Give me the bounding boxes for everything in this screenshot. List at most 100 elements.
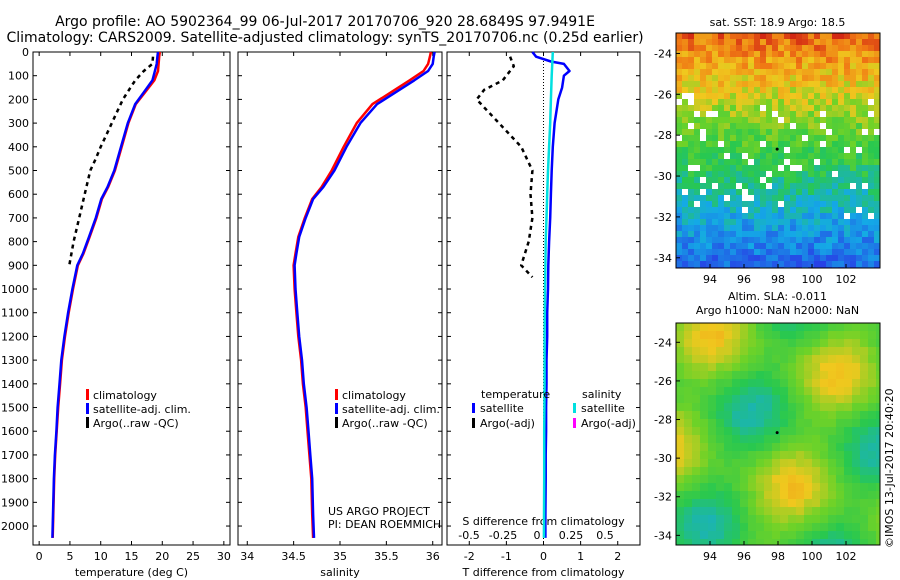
map-cell — [736, 45, 742, 51]
map-cell — [708, 331, 716, 339]
map-cell — [742, 63, 748, 69]
map-cell — [748, 387, 756, 395]
map-cell — [772, 403, 780, 411]
map-cell — [814, 165, 820, 171]
map-cell — [732, 355, 740, 363]
map-cell — [876, 499, 880, 507]
map-cell — [812, 419, 820, 427]
map-cell — [736, 231, 742, 237]
map-cell — [780, 347, 788, 355]
map-cell — [844, 387, 852, 395]
map-cell — [814, 75, 820, 81]
map-cell — [718, 195, 724, 201]
legend-swatch — [573, 403, 576, 413]
map-cell — [808, 165, 814, 171]
map-cell — [748, 153, 754, 159]
map-cell — [708, 459, 716, 467]
map-cell — [772, 467, 780, 475]
map-cell — [692, 331, 700, 339]
map-cell — [788, 347, 796, 355]
map-cell — [736, 183, 742, 189]
map-cell — [868, 135, 874, 141]
map-cell — [784, 39, 790, 45]
map-cell — [874, 93, 880, 99]
map-cell — [736, 189, 742, 195]
map-cell — [812, 499, 820, 507]
map-cell — [730, 99, 736, 105]
map-cell — [706, 189, 712, 195]
map-cell — [700, 339, 708, 347]
map-cell — [740, 323, 748, 331]
map-cell — [844, 539, 852, 545]
map-cell — [804, 475, 812, 483]
map-cell — [708, 499, 716, 507]
sla-title-2: Argo h1000: NaN h2000: NaN — [695, 304, 860, 317]
map-cell — [716, 411, 724, 419]
map-cell — [868, 33, 874, 39]
y-tick-label: 600 — [8, 188, 29, 201]
map-cell — [760, 249, 766, 255]
map-cell — [796, 323, 804, 331]
map-cell — [732, 323, 740, 331]
map-cell — [820, 403, 828, 411]
map-cell — [868, 159, 874, 165]
map-cell — [844, 195, 850, 201]
map-cell — [772, 195, 778, 201]
map-cell — [760, 123, 766, 129]
map-cell — [766, 57, 772, 63]
map-cell — [708, 467, 716, 475]
map-cell — [694, 135, 700, 141]
map-cell — [724, 483, 732, 491]
map-cell — [700, 531, 708, 539]
map-cell — [790, 183, 796, 189]
lon-tick-label: 94 — [703, 273, 717, 286]
map-cell — [826, 135, 832, 141]
legend-label: satellite — [480, 402, 524, 415]
map-cell — [772, 411, 780, 419]
map-cell — [748, 81, 754, 87]
map-cell — [850, 105, 856, 111]
map-cell — [796, 213, 802, 219]
map-cell — [724, 539, 732, 545]
map-cell — [844, 411, 852, 419]
map-cell — [706, 147, 712, 153]
map-cell — [716, 371, 724, 379]
map-cell — [772, 507, 780, 515]
map-cell — [692, 395, 700, 403]
map-cell — [828, 499, 836, 507]
map-cell — [694, 105, 700, 111]
map-cell — [862, 135, 868, 141]
map-cell — [706, 237, 712, 243]
map-cell — [832, 69, 838, 75]
map-cell — [766, 243, 772, 249]
map-cell — [778, 213, 784, 219]
map-cell — [684, 323, 692, 331]
map-cell — [836, 475, 844, 483]
map-cell — [796, 539, 804, 545]
map-cell — [688, 219, 694, 225]
map-cell — [844, 339, 852, 347]
map-cell — [850, 195, 856, 201]
map-cell — [684, 491, 692, 499]
map-cell — [724, 395, 732, 403]
map-cell — [748, 207, 754, 213]
map-cell — [812, 331, 820, 339]
map-cell — [756, 531, 764, 539]
map-cell — [718, 99, 724, 105]
map-cell — [844, 323, 852, 331]
map-cell — [874, 57, 880, 63]
map-cell — [688, 63, 694, 69]
map-cell — [778, 39, 784, 45]
map-cell — [826, 231, 832, 237]
map-cell — [708, 491, 716, 499]
map-cell — [796, 443, 804, 451]
map-cell — [730, 123, 736, 129]
map-cell — [754, 147, 760, 153]
map-cell — [796, 225, 802, 231]
map-cell — [874, 165, 880, 171]
map-cell — [724, 75, 730, 81]
map-cell — [676, 129, 682, 135]
map-cell — [708, 507, 716, 515]
map-cell — [804, 531, 812, 539]
map-cell — [852, 371, 860, 379]
